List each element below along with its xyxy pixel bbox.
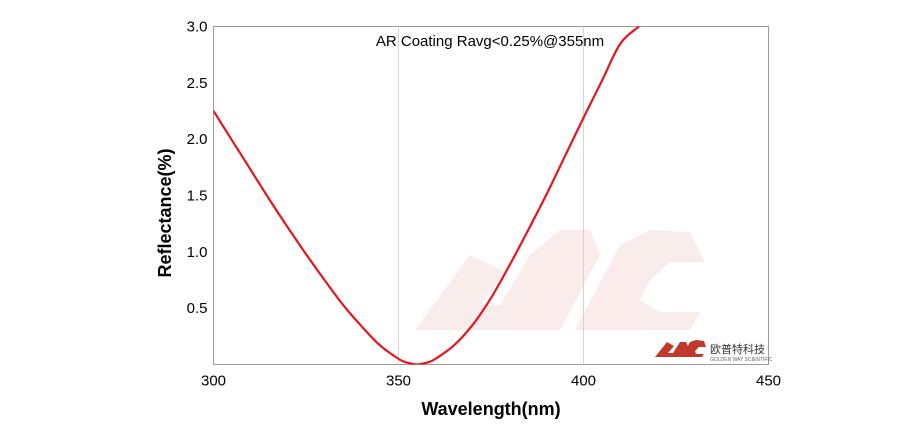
y-tick-label: 1.0 [187, 244, 208, 261]
y-tick-label: 3.0 [187, 19, 208, 36]
y-tick-label: 1.5 [187, 188, 208, 205]
plot-area: 300 350 400 450 0.5 1.0 1.5 2.0 2.5 3.0 [187, 19, 781, 390]
axis-ticks: 300 350 400 450 0.5 1.0 1.5 2.0 2.5 3.0 [187, 19, 781, 390]
logo-english-name: GOLDEN WAY SCIENTIFIC [710, 357, 773, 363]
logo-chinese-name: 欧普特科技 [710, 342, 765, 356]
y-tick-label: 2.0 [187, 131, 208, 148]
gridlines [398, 26, 584, 365]
x-tick-label: 350 [386, 373, 411, 390]
y-tick-label: 0.5 [187, 300, 208, 317]
y-tick-label: 2.5 [187, 75, 208, 92]
watermark-logo [415, 230, 705, 330]
series-line-reflectance [213, 26, 640, 365]
x-axis-title: Wavelength(nm) [421, 399, 560, 419]
plot-frame [213, 26, 769, 365]
logo-mark [655, 340, 706, 357]
company-logo: 欧普特科技 GOLDEN WAY SCIENTIFIC [655, 340, 773, 363]
x-tick-label: 400 [571, 373, 596, 390]
series-layer [213, 26, 640, 365]
x-tick-label: 450 [756, 373, 781, 390]
y-axis-title: Reflectance(%) [155, 148, 175, 277]
x-tick-label: 300 [201, 373, 226, 390]
chart-annotation: AR Coating Ravg<0.25%@355nm [376, 33, 604, 50]
